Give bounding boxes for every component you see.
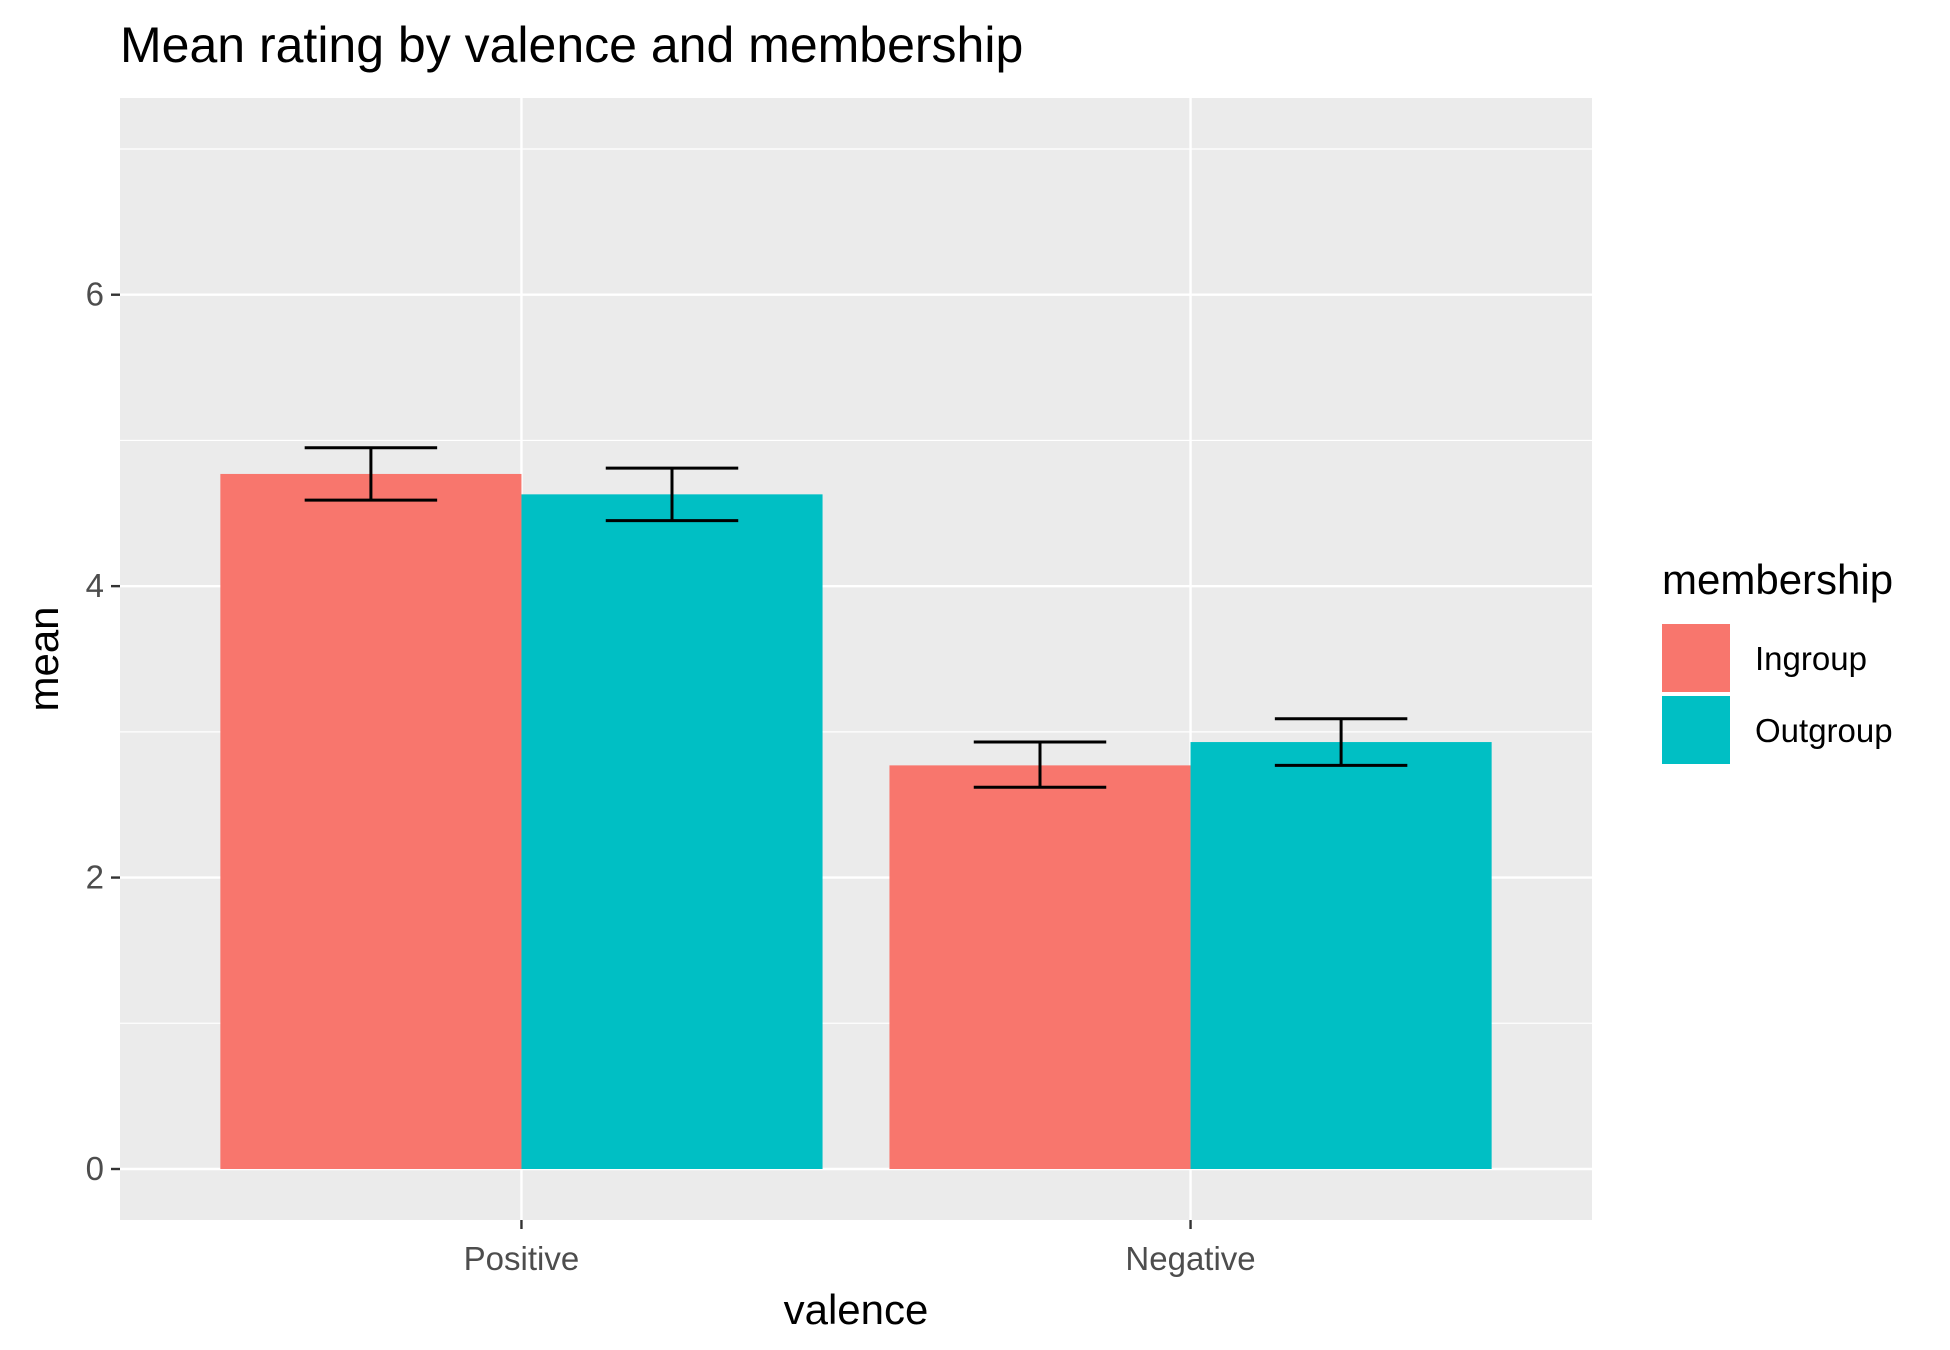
bar-outgroup-negative (1190, 742, 1492, 1169)
x-tick-label: Positive (464, 1240, 580, 1277)
y-tick-label: 6 (86, 276, 104, 313)
bar-ingroup-positive (220, 473, 522, 1169)
legend-items: Ingroup Outgroup (1662, 624, 1893, 764)
legend-label-outgroup: Outgroup (1755, 712, 1893, 749)
legend-label-ingroup: Ingroup (1755, 640, 1867, 677)
chart-title: Mean rating by valence and membership (120, 17, 1023, 73)
bar-outgroup-positive (521, 494, 823, 1169)
legend-key-outgroup (1662, 696, 1730, 764)
bar-ingroup-negative (889, 765, 1191, 1169)
error-bars (304, 446, 1408, 789)
y-tick-label: 2 (86, 859, 104, 896)
x-tick-label: Negative (1125, 1240, 1255, 1277)
y-tick-label: 0 (86, 1150, 104, 1187)
bars (220, 473, 1492, 1169)
x-axis-title: valence (784, 1286, 929, 1333)
x-axis: Positive Negative (464, 1220, 1256, 1277)
legend-title: membership (1662, 556, 1893, 603)
y-axis-title: mean (20, 606, 67, 711)
y-axis: 0 2 4 6 (86, 276, 120, 1187)
y-tick-label: 4 (86, 567, 104, 604)
legend-key-ingroup (1662, 624, 1730, 692)
legend: membership Ingroup Outgroup (1662, 556, 1893, 764)
